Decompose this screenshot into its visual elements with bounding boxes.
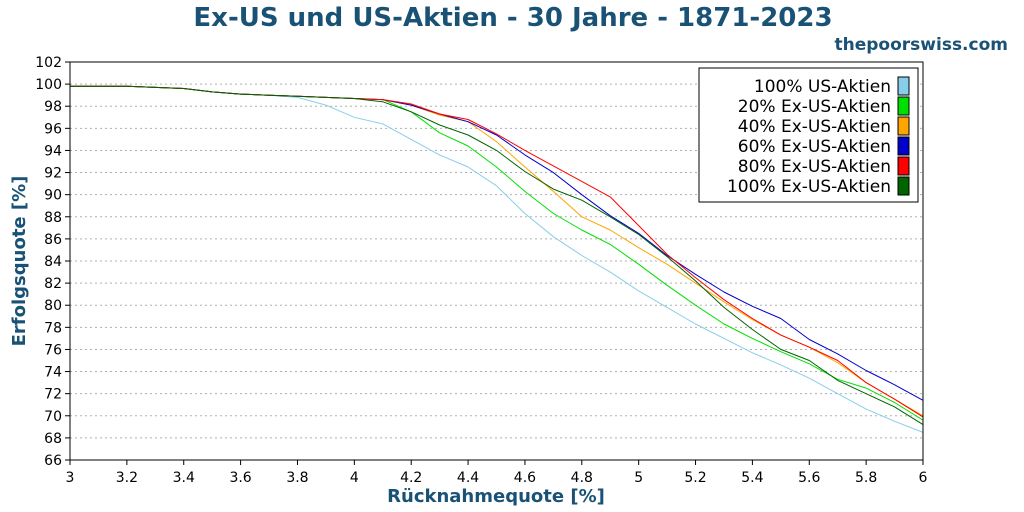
legend-label: 40% Ex-US-Aktien [738, 117, 891, 137]
legend-swatch [897, 156, 910, 176]
x-tick-label: 3.8 [286, 470, 308, 486]
y-tick-label: 100 [35, 77, 62, 93]
y-tick-label: 88 [44, 210, 62, 226]
chart-title: Ex-US und US-Aktien - 30 Jahre - 1871-20… [193, 3, 832, 33]
x-tick-label: 3 [66, 470, 75, 486]
x-tick-label: 4.2 [400, 470, 422, 486]
x-tick-label: 4.8 [571, 470, 593, 486]
x-tick-label: 5 [634, 470, 643, 486]
x-tick-label: 4 [350, 470, 359, 486]
y-axis-label: Erfolgsquote [%] [9, 176, 30, 347]
y-tick-label: 92 [44, 166, 62, 182]
y-tick-label: 68 [44, 431, 62, 447]
legend-label: 80% Ex-US-Aktien [738, 157, 891, 177]
series-layer [70, 85, 924, 433]
legend-swatch [897, 136, 910, 156]
y-tick-label: 86 [44, 232, 62, 248]
legend-swatch [897, 96, 910, 116]
x-tick-label: 5.4 [741, 470, 763, 486]
y-tick-label: 70 [44, 409, 62, 425]
x-tick-label: 5.6 [798, 470, 820, 486]
x-axis-label: Rücknahmequote [%] [387, 486, 605, 507]
y-tick-label: 84 [44, 254, 62, 270]
y-tick-label: 98 [44, 99, 62, 115]
legend-label: 60% Ex-US-Aktien [738, 137, 891, 157]
x-tick-label: 5.2 [684, 470, 706, 486]
y-tick-label: 94 [44, 143, 62, 159]
y-tick-label: 72 [44, 387, 62, 403]
y-tick-label: 102 [35, 55, 62, 71]
y-tick-label: 78 [44, 320, 62, 336]
x-tick-label: 3.2 [116, 470, 138, 486]
legend-box [698, 67, 919, 203]
y-tick-label: 80 [44, 298, 62, 314]
legend-label: 20% Ex-US-Aktien [738, 97, 891, 117]
legend-swatch [897, 176, 910, 196]
y-tick-label: 82 [44, 276, 62, 292]
legend-label: 100% Ex-US-Aktien [727, 177, 891, 197]
legend-swatch [897, 76, 910, 96]
x-tick-label: 3.6 [229, 470, 251, 486]
tick-layer: 66 68 70 72 74 76 78 80 82 84 86 88 90 92 94 96 98 100 102… [35, 55, 927, 486]
x-tick-label: 5.8 [855, 470, 877, 486]
y-tick-label: 74 [44, 365, 62, 381]
y-tick-label: 66 [44, 453, 62, 469]
watermark: thepoorswiss.com [835, 35, 1009, 55]
x-tick-label: 4.6 [514, 470, 536, 486]
x-tick-label: 4.4 [457, 470, 479, 486]
series-line-6 [70, 85, 924, 426]
y-tick-label: 96 [44, 121, 62, 137]
y-tick-label: 90 [44, 188, 62, 204]
legend-label: 100% US-Aktien [754, 77, 891, 97]
y-tick-label: 76 [44, 342, 62, 358]
x-tick-label: 3.4 [173, 470, 195, 486]
x-tick-label: 6 [919, 470, 928, 486]
legend-swatch [897, 116, 910, 136]
